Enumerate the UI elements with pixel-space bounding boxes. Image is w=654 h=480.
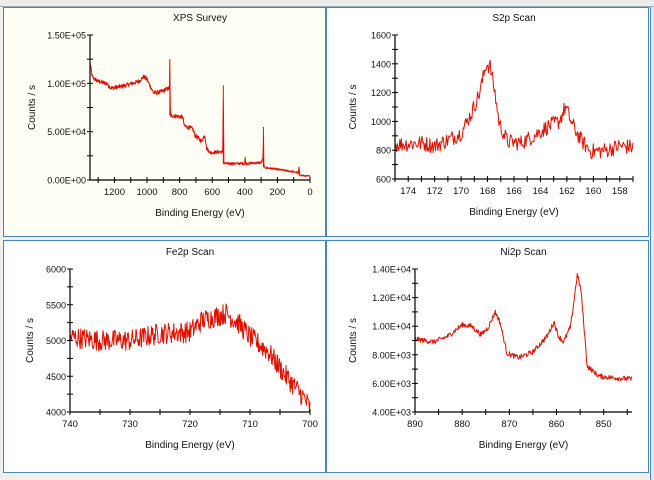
chart-3: Ni2p Scan Binding Energy (eV) Counts / s 89… bbox=[348, 247, 633, 451]
x-tick-label: 174 bbox=[400, 186, 416, 197]
x-axis-label: Binding Energy (eV) bbox=[479, 440, 569, 451]
y-axis-label: Counts / s bbox=[348, 84, 359, 129]
y-tick-label: 1000 bbox=[371, 117, 391, 127]
y-tick-label: 1.50E+05 bbox=[47, 31, 86, 41]
x-axis-label: Binding Energy (eV) bbox=[155, 208, 245, 219]
chart-0: XPS Survey Binding Energy (eV) Counts / s 1… bbox=[27, 13, 313, 219]
x-tick-label: 600 bbox=[204, 187, 220, 198]
x-tick-label: 162 bbox=[559, 186, 575, 197]
x-tick-label: 166 bbox=[506, 186, 522, 197]
y-tick-label: 4000 bbox=[46, 408, 66, 418]
y-tick-label: 800 bbox=[376, 146, 391, 156]
x-tick-label: 720 bbox=[182, 419, 198, 430]
x-tick-label: 890 bbox=[407, 419, 423, 430]
chart-2: Fe2p Scan Binding Energy (eV) Counts / s 74… bbox=[25, 247, 318, 451]
y-tick-label: 1200 bbox=[371, 88, 391, 98]
x-tick-label: 730 bbox=[122, 419, 138, 430]
chart-title: Fe2p Scan bbox=[166, 247, 214, 258]
chart-title: Ni2p Scan bbox=[500, 247, 546, 258]
y-tick-label: 1600 bbox=[371, 31, 391, 41]
chart-title: XPS Survey bbox=[173, 13, 227, 24]
x-tick-label: 400 bbox=[237, 187, 253, 198]
x-axis-label: Binding Energy (eV) bbox=[145, 440, 235, 451]
y-tick-label: 5500 bbox=[46, 300, 66, 310]
x-tick-label: 160 bbox=[585, 186, 601, 197]
x-tick-label: 200 bbox=[269, 187, 285, 198]
right-scroll-edge bbox=[650, 7, 654, 480]
y-tick-label: 0.00E+00 bbox=[47, 176, 86, 186]
x-axis-label: Binding Energy (eV) bbox=[469, 207, 559, 218]
x-tick-label: 880 bbox=[454, 419, 470, 430]
y-tick-label: 600 bbox=[376, 175, 391, 185]
y-axis-label: Counts / s bbox=[348, 318, 359, 363]
data-series-line bbox=[69, 303, 311, 413]
x-tick-label: 740 bbox=[62, 419, 78, 430]
y-axis-label: Counts / s bbox=[27, 85, 38, 130]
x-tick-label: 1200 bbox=[104, 187, 125, 198]
panel-s2p-scan bbox=[326, 7, 649, 237]
x-tick-label: 850 bbox=[596, 419, 612, 430]
y-tick-label: 6.00E+03 bbox=[372, 379, 411, 389]
x-tick-label: 170 bbox=[453, 186, 469, 197]
column-header-strip bbox=[0, 0, 654, 7]
chart-title: S2p Scan bbox=[492, 13, 535, 24]
y-tick-label: 1.40E+04 bbox=[372, 265, 411, 275]
x-tick-label: 0 bbox=[307, 187, 312, 198]
x-tick-label: 860 bbox=[549, 419, 565, 430]
y-tick-label: 4500 bbox=[46, 372, 66, 382]
x-tick-label: 800 bbox=[172, 187, 188, 198]
y-tick-label: 5000 bbox=[46, 336, 66, 346]
x-tick-label: 172 bbox=[427, 186, 443, 197]
y-tick-label: 1.00E+05 bbox=[47, 79, 86, 89]
chart-1: S2p Scan Binding Energy (eV) Counts / s 174… bbox=[348, 13, 634, 218]
y-tick-label: 4.00E+03 bbox=[372, 408, 411, 418]
data-series-line bbox=[394, 59, 634, 160]
data-series-line bbox=[414, 273, 633, 382]
y-tick-label: 1400 bbox=[371, 59, 391, 69]
y-axis-label: Counts / s bbox=[25, 318, 36, 363]
panel-ni2p-scan bbox=[326, 240, 649, 473]
x-tick-label: 700 bbox=[302, 419, 318, 430]
x-tick-label: 870 bbox=[501, 419, 517, 430]
y-tick-label: 5.00E+04 bbox=[47, 127, 86, 137]
panel-xps-survey bbox=[3, 7, 326, 237]
data-series-line bbox=[89, 59, 311, 178]
x-tick-label: 168 bbox=[480, 186, 496, 197]
y-tick-label: 1.00E+04 bbox=[372, 322, 411, 332]
x-tick-label: 1000 bbox=[136, 187, 157, 198]
x-tick-label: 158 bbox=[612, 186, 628, 197]
y-tick-label: 1.20E+04 bbox=[372, 293, 411, 303]
x-tick-label: 710 bbox=[242, 419, 258, 430]
x-tick-label: 164 bbox=[533, 186, 549, 197]
y-tick-label: 6000 bbox=[46, 265, 66, 275]
y-tick-label: 8.00E+03 bbox=[372, 350, 411, 360]
